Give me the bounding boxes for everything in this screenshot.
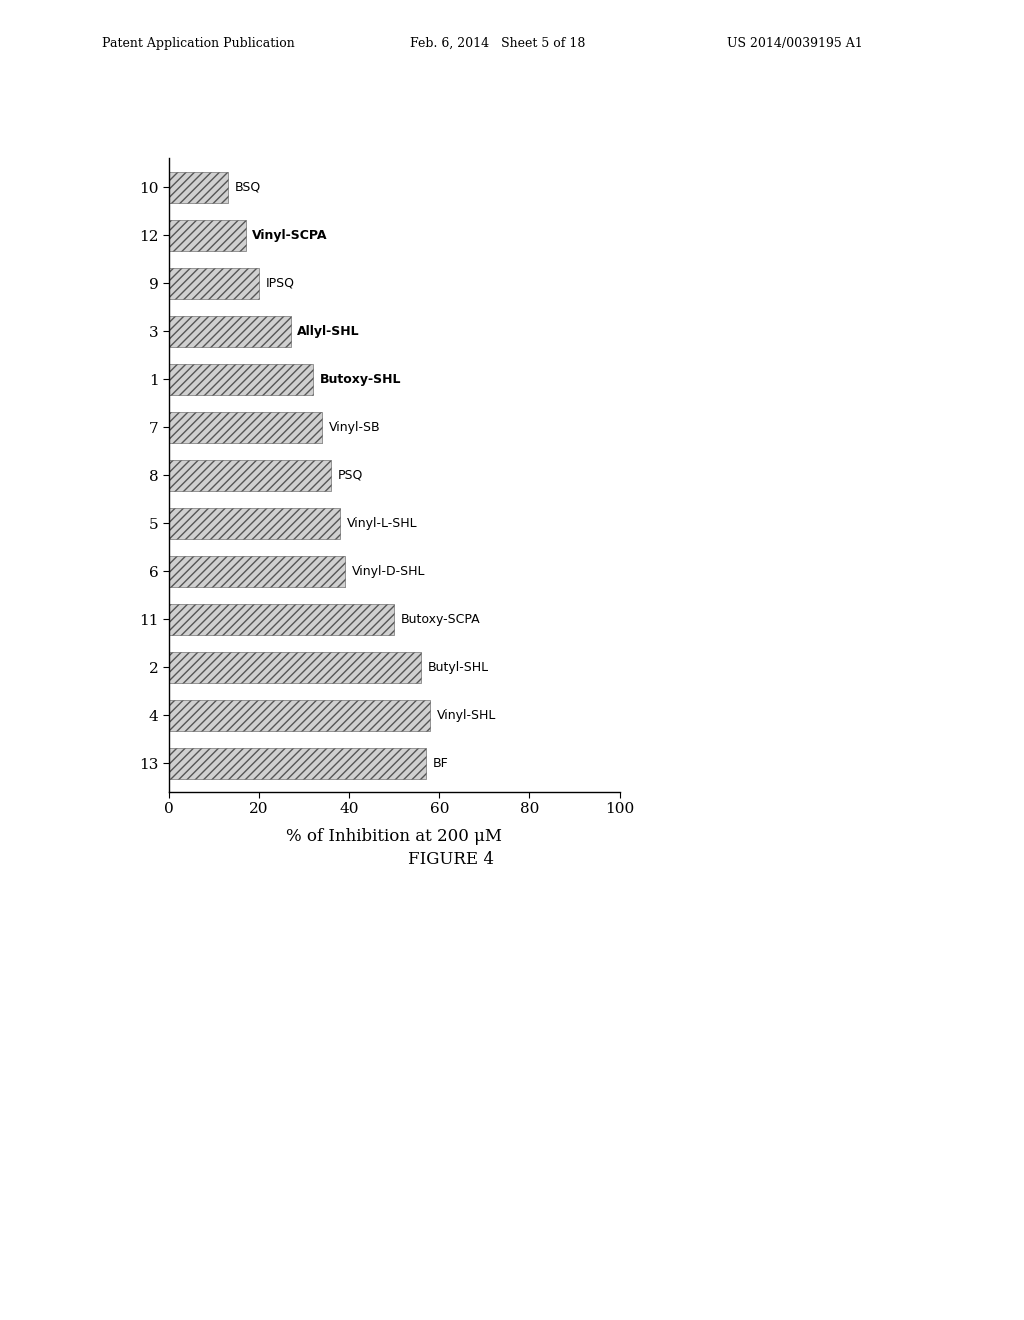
Bar bbox=[169, 556, 345, 587]
Bar bbox=[169, 652, 421, 682]
Text: Vinyl-L-SHL: Vinyl-L-SHL bbox=[347, 516, 418, 529]
Text: Vinyl-SCPA: Vinyl-SCPA bbox=[252, 228, 328, 242]
Text: BF: BF bbox=[432, 756, 449, 770]
Text: Butyl-SHL: Butyl-SHL bbox=[428, 661, 489, 673]
Text: Vinyl-SB: Vinyl-SB bbox=[329, 421, 381, 434]
Bar bbox=[169, 412, 323, 442]
Text: Patent Application Publication: Patent Application Publication bbox=[102, 37, 295, 50]
X-axis label: % of Inhibition at 200 μM: % of Inhibition at 200 μM bbox=[287, 828, 502, 845]
Text: Butoxy-SHL: Butoxy-SHL bbox=[319, 372, 401, 385]
Text: Feb. 6, 2014   Sheet 5 of 18: Feb. 6, 2014 Sheet 5 of 18 bbox=[410, 37, 585, 50]
Text: Vinyl-SHL: Vinyl-SHL bbox=[437, 709, 497, 722]
Text: Vinyl-D-SHL: Vinyl-D-SHL bbox=[351, 565, 425, 578]
Bar bbox=[169, 172, 227, 203]
Bar bbox=[169, 603, 394, 635]
Text: US 2014/0039195 A1: US 2014/0039195 A1 bbox=[727, 37, 863, 50]
Bar bbox=[169, 700, 430, 731]
Bar bbox=[169, 315, 291, 347]
Bar bbox=[169, 363, 313, 395]
Bar bbox=[169, 508, 340, 539]
Text: FIGURE 4: FIGURE 4 bbox=[408, 851, 494, 869]
Bar bbox=[169, 219, 246, 251]
Text: IPSQ: IPSQ bbox=[266, 277, 295, 289]
Bar bbox=[169, 747, 426, 779]
Bar bbox=[169, 459, 331, 491]
Text: Allyl-SHL: Allyl-SHL bbox=[297, 325, 360, 338]
Text: PSQ: PSQ bbox=[338, 469, 364, 482]
Text: BSQ: BSQ bbox=[234, 181, 260, 194]
Bar bbox=[169, 268, 259, 298]
Text: Butoxy-SCPA: Butoxy-SCPA bbox=[401, 612, 480, 626]
